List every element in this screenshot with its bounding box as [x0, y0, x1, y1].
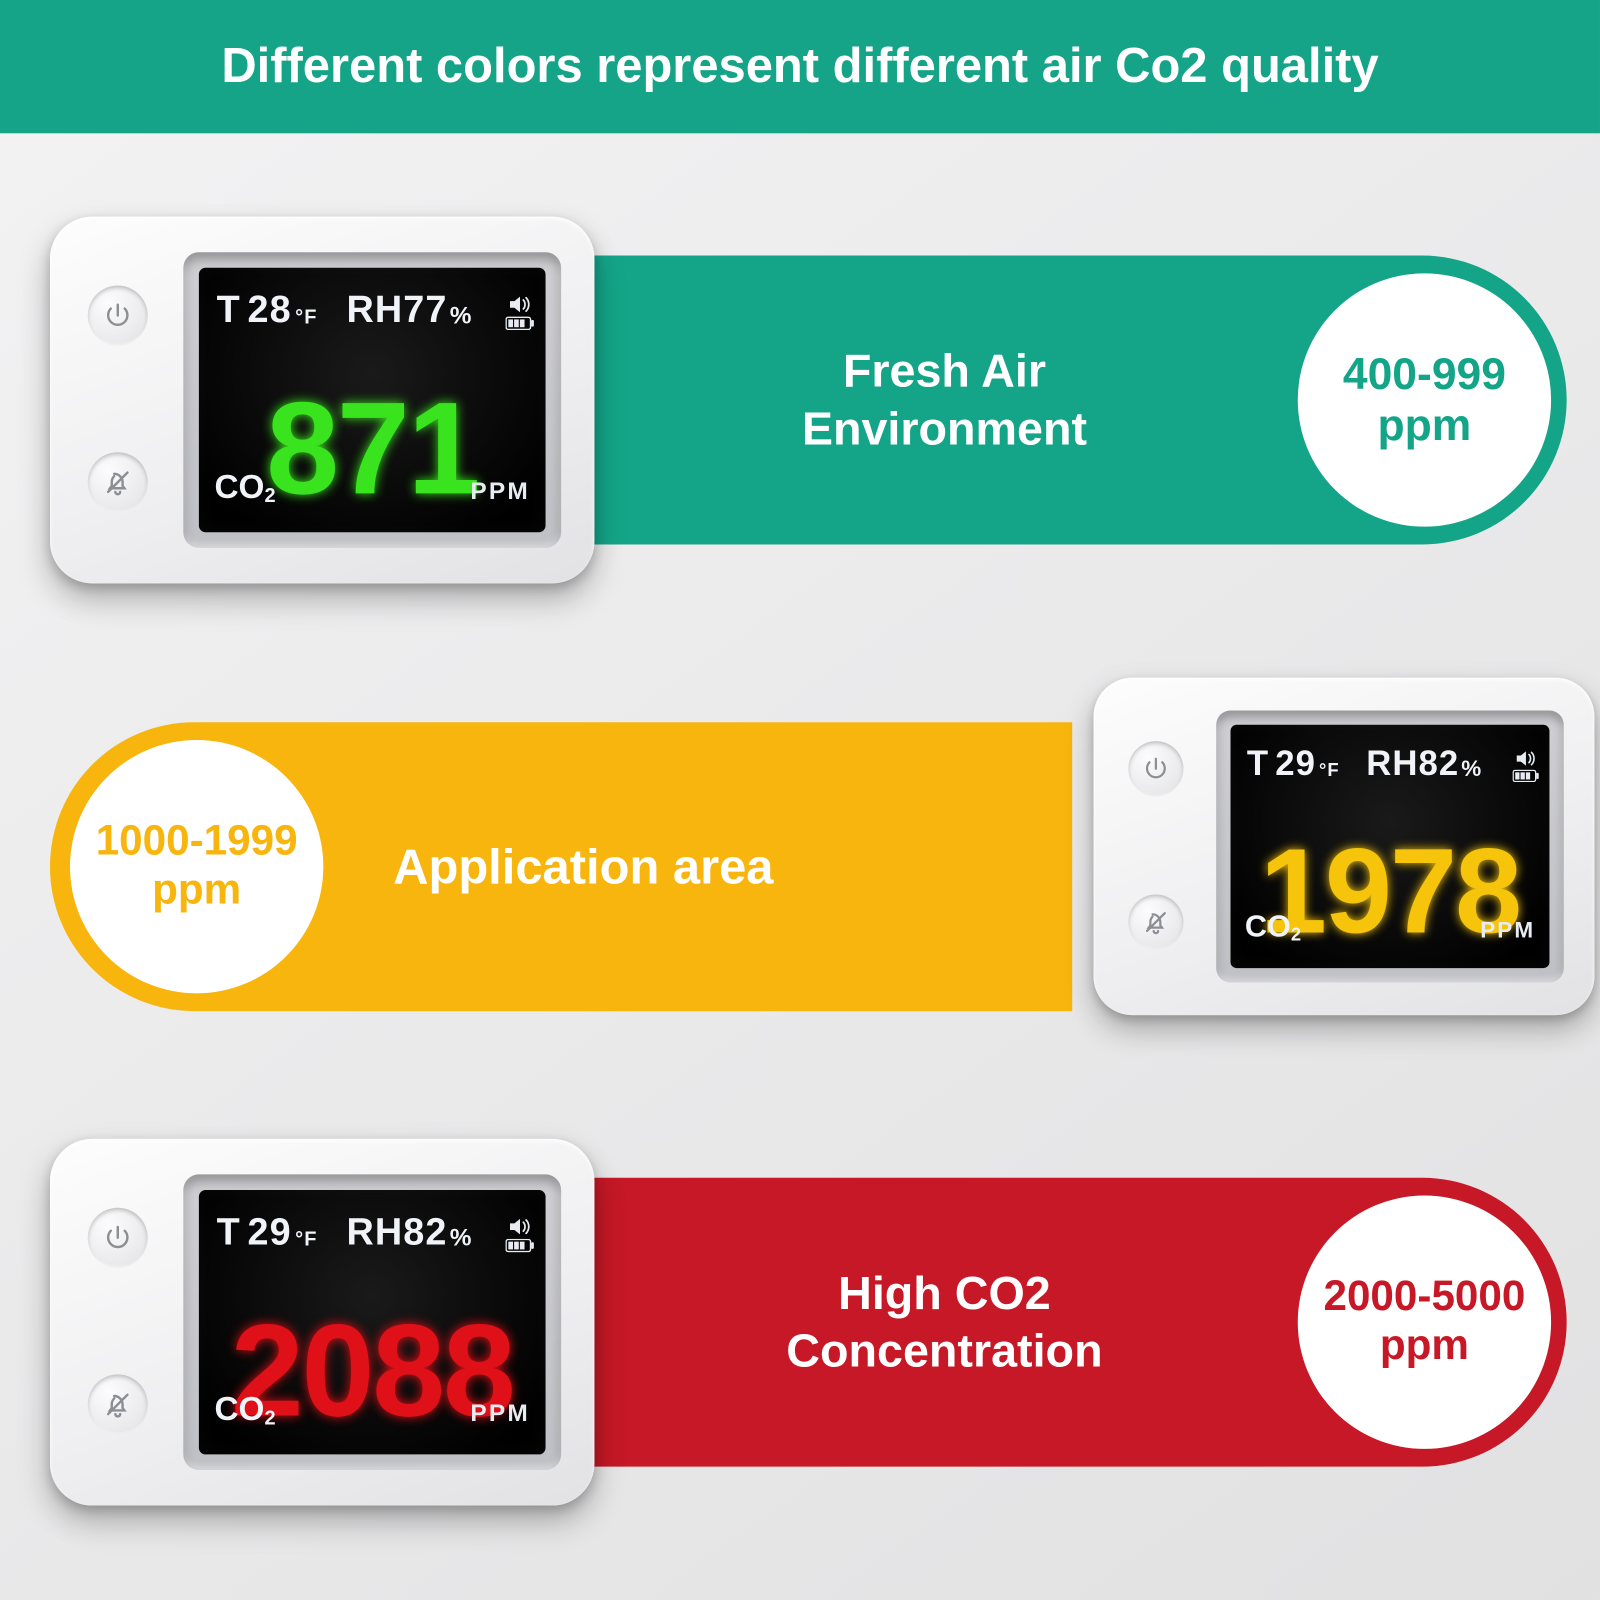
rh-label: RH [346, 1211, 403, 1254]
rh-label: RH [346, 289, 403, 332]
screen-reading: CO21978PPM [1231, 788, 1550, 958]
rh-value: 82 [1419, 744, 1460, 784]
rh-unit: % [1461, 755, 1482, 782]
device-app: T29°F RH82% CO21978PPM [1094, 678, 1595, 1015]
row-app-description: Application area [339, 836, 828, 897]
row-fresh-range-text: 400-999 ppm [1343, 349, 1506, 451]
power-button [1128, 741, 1183, 796]
rh-label: RH [1366, 744, 1418, 784]
screen-reading: CO2871PPM [199, 337, 546, 521]
screen-top-row: T28°F RH77% [217, 283, 535, 332]
power-button [88, 1208, 148, 1268]
co2-label: CO2 [214, 469, 275, 508]
screen-bezel: T29°F RH82% CO22088PPM [183, 1174, 561, 1470]
row-high-range-badge: 2000-5000 ppm [1298, 1196, 1551, 1449]
ppm-label: PPM [470, 477, 530, 506]
rh-unit: % [450, 1223, 473, 1252]
row-app-range-badge: 1000-1999 ppm [70, 740, 323, 993]
temp-unit: °F [1319, 760, 1340, 781]
row-high-description: High CO2 Concentration [689, 1264, 1200, 1381]
device-fresh: T28°F RH77% CO2871PPM [50, 217, 594, 584]
battery-icon [506, 317, 535, 330]
header-title: Different colors represent different air… [221, 39, 1378, 95]
rh-value: 82 [403, 1211, 447, 1254]
ppm-label: PPM [1480, 917, 1535, 944]
rh-value: 77 [403, 289, 447, 332]
speaker-icon [1516, 751, 1536, 765]
temp-label: T [1247, 744, 1269, 784]
device-high: T29°F RH82% CO22088PPM [50, 1139, 594, 1506]
temp-value: 28 [248, 289, 292, 332]
mute-button [1128, 894, 1183, 949]
row-fresh-range-badge: 400-999 ppm [1298, 273, 1551, 526]
screen-top-row: T29°F RH82% [1247, 739, 1539, 784]
co2-label: CO2 [214, 1391, 275, 1430]
device-screen: T29°F RH82% CO21978PPM [1231, 725, 1550, 968]
screen-bezel: T29°F RH82% CO21978PPM [1216, 710, 1564, 982]
row-app-range-text: 1000-1999 ppm [96, 818, 298, 915]
ppm-label: PPM [470, 1399, 530, 1428]
device-screen: T28°F RH77% CO2871PPM [199, 268, 546, 532]
row-fresh-description: Fresh Air Environment [689, 342, 1200, 459]
co2-value: 871 [266, 383, 478, 521]
temp-label: T [217, 289, 241, 332]
row-high-range-text: 2000-5000 ppm [1323, 1274, 1525, 1371]
mute-button [88, 1374, 148, 1434]
mute-button [88, 452, 148, 512]
temp-value: 29 [248, 1211, 292, 1254]
screen-bezel: T28°F RH77% CO2871PPM [183, 252, 561, 548]
rh-unit: % [450, 301, 473, 330]
power-button [88, 286, 148, 346]
temp-label: T [217, 1211, 241, 1254]
header-banner: Different colors represent different air… [0, 0, 1600, 133]
battery-icon [1513, 770, 1540, 782]
temp-value: 29 [1275, 744, 1316, 784]
screen-reading: CO22088PPM [199, 1259, 546, 1443]
battery-icon [506, 1239, 535, 1252]
device-screen: T29°F RH82% CO22088PPM [199, 1190, 546, 1454]
temp-unit: °F [295, 306, 317, 329]
temp-unit: °F [295, 1228, 317, 1251]
screen-top-row: T29°F RH82% [217, 1206, 535, 1255]
co2-label: CO2 [1245, 910, 1301, 946]
speaker-icon [509, 1219, 531, 1235]
speaker-icon [509, 297, 531, 313]
